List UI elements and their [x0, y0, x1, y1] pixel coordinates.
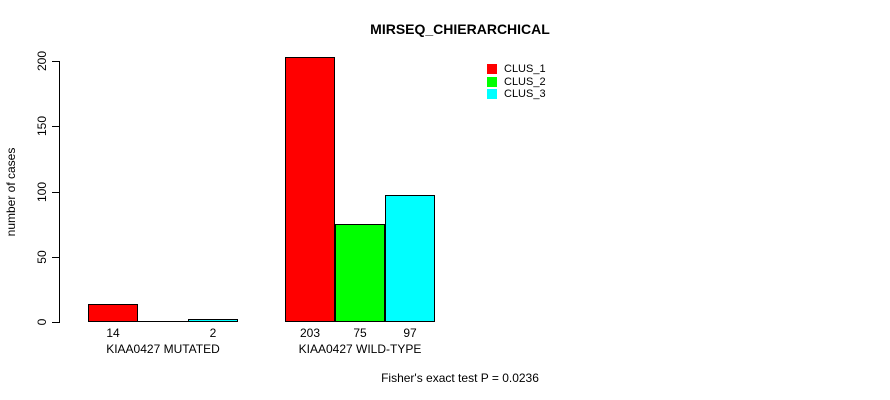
bar-value-label: 2 — [209, 326, 217, 340]
legend-item-clus_3: CLUS_3 — [487, 88, 546, 101]
bar-clus_1 — [285, 57, 335, 322]
legend: CLUS_1 CLUS_2 CLUS_3 — [487, 63, 546, 101]
legend-swatch-icon — [487, 64, 497, 75]
bar-clus_2-zero — [138, 321, 188, 322]
y-tick-label: 200 — [35, 50, 49, 72]
y-tick-label: 0 — [35, 318, 49, 326]
x-category-label: KIAA0427 WILD-TYPE — [298, 342, 422, 356]
y-tick — [52, 257, 59, 258]
y-tick — [52, 126, 59, 127]
bar-clus_2 — [335, 224, 385, 322]
y-tick — [52, 322, 59, 323]
bar-clus_3 — [188, 319, 238, 322]
legend-label: CLUS_3 — [504, 88, 546, 101]
legend-label: CLUS_2 — [504, 75, 546, 88]
y-tick — [52, 61, 59, 62]
x-category-label: KIAA0427 MUTATED — [106, 342, 220, 356]
bar-clus_3 — [385, 195, 435, 322]
bar-value-label: 203 — [299, 326, 321, 340]
y-tick-label: 100 — [35, 181, 49, 203]
bar-value-label: 75 — [353, 326, 367, 340]
legend-item-clus_2: CLUS_2 — [487, 76, 546, 89]
legend-swatch-icon — [487, 76, 497, 87]
y-tick — [52, 192, 59, 193]
bar-value-label: 97 — [403, 326, 417, 340]
y-axis-line — [59, 61, 60, 323]
y-tick-label: 150 — [35, 115, 49, 137]
bar-clus_1 — [88, 304, 138, 322]
legend-label: CLUS_1 — [504, 63, 546, 76]
y-tick-label: 50 — [35, 250, 49, 264]
bar-value-label: 14 — [106, 326, 120, 340]
chart-title: MIRSEQ_CHIERARCHICAL — [370, 21, 550, 37]
stat-annotation: Fisher's exact test P = 0.0236 — [381, 371, 539, 385]
legend-swatch-icon — [487, 89, 497, 100]
legend-item-clus_1: CLUS_1 — [487, 63, 546, 76]
